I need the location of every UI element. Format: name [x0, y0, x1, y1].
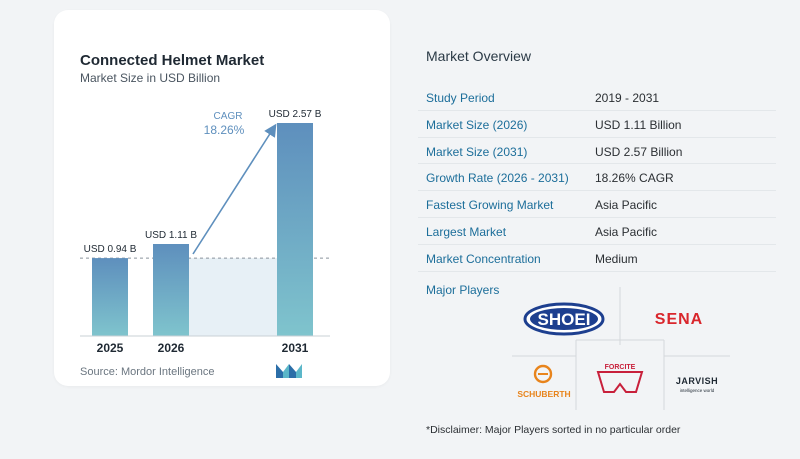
- chart-subtitle: Market Size in USD Billion: [80, 71, 221, 85]
- overview-row-value: Asia Pacific: [595, 224, 658, 239]
- overview-row-key: Fastest Growing Market: [426, 198, 554, 213]
- cagr-arrow: [192, 123, 277, 255]
- chart: USD 0.94 B 2025 USD 1.11 B 2026 USD 2.57 B 20…: [80, 109, 330, 355]
- overview-row-key: Market Size (2031): [426, 144, 528, 159]
- svg-text:JARVISH: JARVISH: [676, 376, 718, 386]
- svg-text:SENA: SENA: [655, 311, 703, 328]
- overview-row: Market Concentration Medium: [418, 245, 776, 272]
- bar-2031: [277, 123, 313, 336]
- bar-2026: [153, 244, 189, 336]
- shoei-logo: SHOEI: [523, 302, 605, 336]
- mordor-logo-icon: [276, 364, 302, 378]
- overview-row-key: Market Size (2026): [426, 117, 528, 132]
- overview-row-value: Asia Pacific: [595, 198, 658, 213]
- data-label-2026: USD 1.11 B: [145, 230, 197, 241]
- overview-row: Growth Rate (2026 - 2031) 18.26% CAGR: [418, 164, 776, 192]
- overview-row: Market Size (2026) USD 1.11 Billion: [418, 111, 776, 138]
- overview-row-key: Largest Market: [426, 224, 507, 239]
- overview-row-value: 18.26% CAGR: [595, 171, 674, 186]
- cagr-value: 18.26%: [204, 123, 245, 137]
- disclaimer-text: *Disclaimer: Major Players sorted in no …: [426, 424, 681, 436]
- overview-row: Fastest Growing Market Asia Pacific: [418, 191, 776, 218]
- svg-text:FORCITE: FORCITE: [605, 364, 636, 371]
- overview-row-value: USD 2.57 Billion: [595, 144, 683, 159]
- sena-logo: SENA: [655, 311, 703, 328]
- overview-title: Market Overview: [426, 48, 532, 64]
- schuberth-logo: SCHUBERTH: [517, 364, 571, 399]
- overview-row: Study Period 2019 - 2031: [418, 84, 776, 111]
- tick-label-2031: 2031: [282, 341, 309, 355]
- overview-row-key: Market Concentration: [426, 251, 541, 266]
- svg-text:intelligence world: intelligence world: [680, 388, 715, 393]
- cagr-label: CAGR: [214, 111, 243, 122]
- svg-text:SCHUBERTH: SCHUBERTH: [517, 389, 570, 399]
- overview-row: Market Size (2031) USD 2.57 Billion: [418, 138, 776, 165]
- major-players-title: Major Players: [426, 283, 500, 297]
- forcite-logo: FORCITE: [596, 364, 644, 393]
- data-label-2031: USD 2.57 B: [269, 109, 322, 120]
- data-label-2025: USD 0.94 B: [84, 244, 137, 255]
- tick-label-2026: 2026: [158, 341, 185, 355]
- overview-row-value: 2019 - 2031: [595, 91, 660, 105]
- overview-row: Largest Market Asia Pacific: [418, 218, 776, 245]
- overview-row-key: Growth Rate (2026 - 2031): [426, 171, 569, 186]
- overview-row-key: Study Period: [426, 91, 495, 105]
- chart-title: Connected Helmet Market: [80, 52, 265, 69]
- overview-row-value: USD 1.11 Billion: [595, 117, 682, 132]
- tick-label-2025: 2025: [97, 341, 124, 355]
- svg-text:SHOEI: SHOEI: [538, 310, 591, 329]
- overview-row-value: Medium: [595, 251, 638, 266]
- jarvish-logo: JARVISH intelligence world: [676, 376, 718, 393]
- reference-band: [189, 258, 277, 336]
- source-text: Source: Mordor Intelligence: [80, 366, 215, 378]
- bar-2025: [92, 258, 128, 336]
- overview-table: Study Period 2019 - 2031 Market Size (2026…: [418, 84, 776, 272]
